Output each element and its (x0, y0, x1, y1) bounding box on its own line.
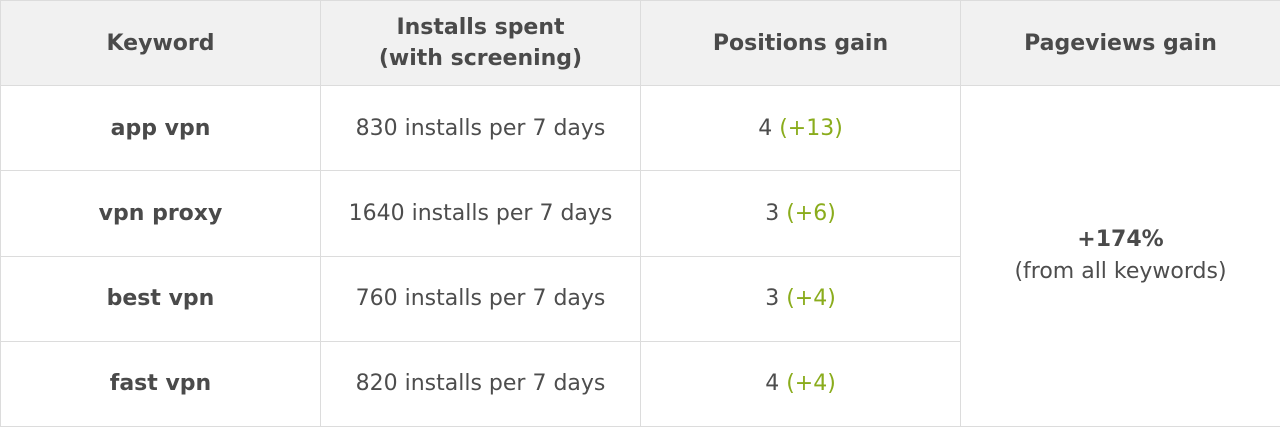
table-row: app vpn 830 installs per 7 days 4 (+13) … (0, 84, 1280, 427)
keyword-cell: vpn proxy (0, 170, 321, 257)
installs-cell: 820 installs per 7 days (320, 340, 641, 427)
header-pageviews-gain: Pageviews gain (960, 0, 1280, 86)
keyword-cell: app vpn (0, 84, 321, 172)
header-keyword: Keyword (0, 0, 321, 86)
position-gain: (+13) (779, 115, 843, 141)
position-cell: 4 (+13) (640, 84, 961, 172)
keyword-cell: best vpn (0, 255, 321, 342)
installs-cell: 760 installs per 7 days (320, 255, 641, 342)
header-positions-gain: Positions gain (640, 0, 961, 86)
position-cell: 4 (+4) (640, 340, 961, 427)
position-value: 3 (765, 200, 780, 226)
position-gain: (+4) (786, 371, 836, 397)
table-body: app vpn 830 installs per 7 days 4 (+13) … (0, 84, 1280, 427)
pageviews-gain-note: (from all keywords) (1014, 259, 1227, 284)
keyword-cell: fast vpn (0, 340, 321, 427)
position-value: 4 (765, 371, 780, 397)
position-gain: (+6) (786, 200, 836, 226)
position-value: 3 (765, 286, 780, 312)
header-row: Keyword Installs spent (with screening) … (0, 0, 1280, 86)
pageviews-gain-cell: +174% (from all keywords) (960, 85, 1280, 427)
installs-cell: 1640 installs per 7 days (320, 170, 641, 257)
table-row: fast vpn 820 installs per 7 days 4 (+4) (0, 340, 1280, 427)
pageviews-gain-value: +174% (1077, 227, 1164, 252)
position-cell: 3 (+6) (640, 170, 961, 257)
position-gain: (+4) (786, 286, 836, 312)
header-installs-spent: Installs spent (with screening) (320, 0, 641, 86)
table-row: vpn proxy 1640 installs per 7 days 3 (+6… (0, 170, 1280, 257)
header-installs-line2: (with screening) (378, 46, 583, 71)
table-row: best vpn 760 installs per 7 days 3 (+4) (0, 255, 1280, 342)
header-installs-line1: Installs spent (396, 15, 565, 40)
position-cell: 3 (+4) (640, 255, 961, 342)
table-header: Keyword Installs spent (with screening) … (0, 0, 1280, 86)
installs-cell: 830 installs per 7 days (320, 84, 641, 172)
position-value: 4 (758, 115, 773, 141)
